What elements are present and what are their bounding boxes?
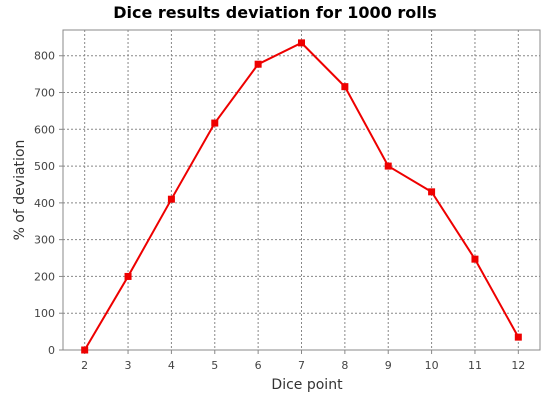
x-tick-label: 5 xyxy=(211,359,218,372)
data-point xyxy=(211,119,219,127)
x-axis-label: Dice point xyxy=(271,377,343,393)
x-tick-label: 10 xyxy=(425,359,439,372)
data-point xyxy=(298,39,305,47)
data-point xyxy=(471,255,479,263)
data-point xyxy=(124,272,132,280)
chart-title: Dice results deviation for 1000 rolls xyxy=(113,3,437,22)
x-tick-label: 2 xyxy=(81,359,88,372)
x-tick-label: 7 xyxy=(298,359,305,372)
data-point xyxy=(167,195,175,203)
x-tick-label: 11 xyxy=(468,359,482,372)
y-tick-label: 600 xyxy=(34,123,55,136)
y-tick-label: 400 xyxy=(34,197,55,210)
y-tick-label: 0 xyxy=(48,344,55,357)
data-point xyxy=(428,188,436,196)
y-tick-label: 800 xyxy=(34,50,55,63)
x-tick-label: 3 xyxy=(125,359,132,372)
data-point xyxy=(384,162,392,170)
series-layer xyxy=(81,39,522,354)
x-tick-label: 9 xyxy=(385,359,392,372)
data-point xyxy=(81,346,89,354)
data-point xyxy=(341,83,349,91)
data-point xyxy=(514,333,522,341)
y-tick-label: 200 xyxy=(34,270,55,283)
y-tick-label: 700 xyxy=(34,87,55,100)
x-tick-label: 8 xyxy=(341,359,348,372)
y-axis-label: % of deviation xyxy=(12,140,28,241)
y-tick-label: 100 xyxy=(34,307,55,320)
data-point xyxy=(254,60,262,68)
axes: 0 100 200 300 400 500 600 700 800 2 3 4 5 6 7 8 9 10 11 12 xyxy=(34,50,525,372)
x-tick-label: 12 xyxy=(511,359,525,372)
y-tick-label: 300 xyxy=(34,234,55,247)
x-tick-label: 6 xyxy=(255,359,262,372)
y-tick-label: 500 xyxy=(34,160,55,173)
x-tick-label: 4 xyxy=(168,359,175,372)
